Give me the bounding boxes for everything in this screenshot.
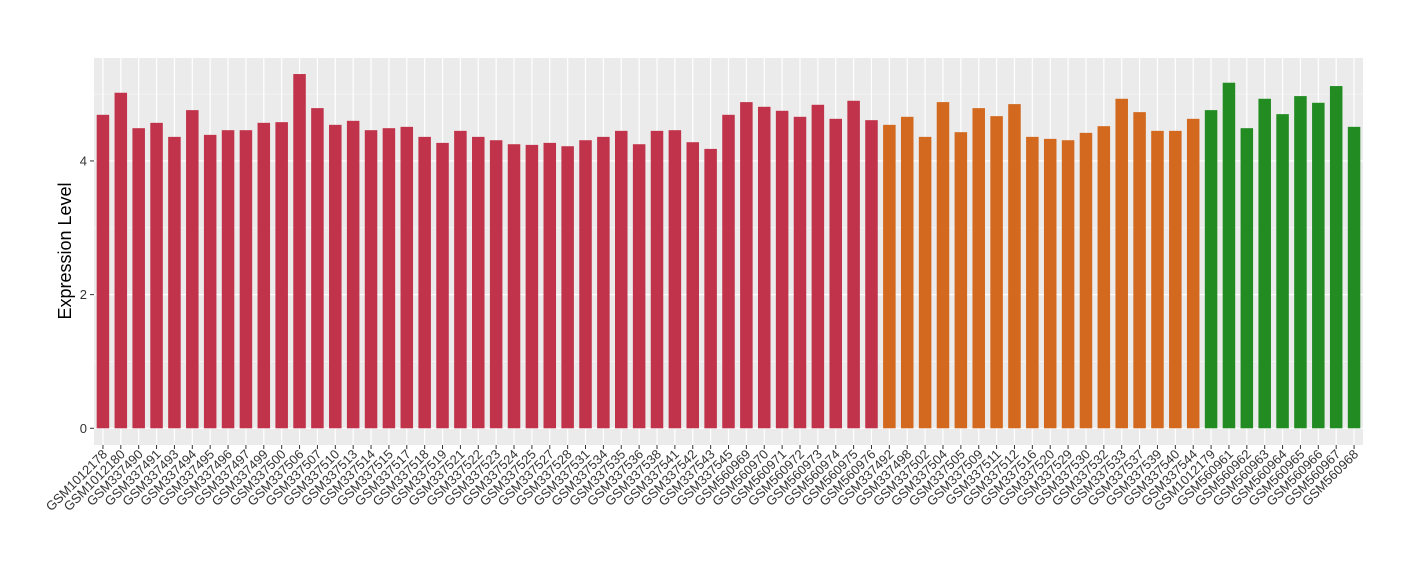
bar (221, 130, 235, 429)
bar (918, 136, 932, 429)
bar (525, 144, 539, 429)
bar (400, 126, 414, 429)
bar (561, 146, 574, 429)
bar (972, 108, 985, 429)
bar (1169, 130, 1182, 429)
bar (579, 140, 592, 429)
bar (203, 134, 217, 429)
bar (382, 128, 396, 429)
bar (597, 136, 610, 429)
bar (436, 142, 449, 429)
bar (275, 122, 288, 429)
bar (311, 108, 324, 429)
bar (1312, 102, 1325, 429)
bar (704, 148, 717, 429)
bar (1097, 126, 1111, 429)
bar (1026, 136, 1039, 429)
bar (1222, 82, 1236, 429)
bar (1347, 126, 1361, 429)
bar (1043, 138, 1057, 429)
bar (454, 130, 467, 429)
bar (793, 116, 807, 429)
bar (740, 102, 753, 429)
bar (1008, 104, 1021, 429)
y-tick-label: 0 (80, 421, 87, 436)
bar (900, 116, 914, 429)
bar (615, 130, 628, 429)
bar (686, 142, 700, 429)
bar (883, 124, 896, 429)
bar (650, 130, 664, 429)
bar (150, 122, 163, 429)
bar (1204, 110, 1218, 429)
bar (990, 116, 1003, 429)
bar (132, 128, 145, 429)
bar (1079, 132, 1093, 429)
bar (507, 144, 521, 429)
y-axis-label: Expression Level (55, 182, 75, 319)
bar (257, 122, 271, 429)
bar (489, 140, 503, 429)
bar (811, 104, 825, 429)
bar (1294, 96, 1307, 429)
bar (936, 102, 950, 429)
bar (668, 130, 682, 429)
bar (329, 124, 342, 429)
bar (1115, 98, 1128, 429)
bar (239, 130, 253, 429)
bar (364, 130, 378, 429)
bar (472, 136, 485, 429)
bar (168, 136, 181, 429)
bar (186, 110, 199, 429)
bar (1276, 114, 1289, 429)
bar (757, 106, 771, 429)
bar (1151, 130, 1164, 429)
bar (722, 114, 735, 429)
bar (775, 110, 789, 429)
bar (829, 118, 842, 429)
bar (1133, 112, 1146, 429)
bar (1061, 140, 1075, 429)
bar (543, 142, 557, 429)
y-tick-label: 4 (80, 153, 87, 168)
bar (632, 144, 646, 429)
bar (1186, 118, 1200, 429)
bar (847, 100, 860, 429)
bar (346, 120, 360, 429)
bar (1329, 86, 1343, 429)
bar (114, 92, 128, 429)
bar (1258, 98, 1271, 429)
y-tick-label: 2 (80, 287, 87, 302)
bar (954, 132, 968, 429)
bar (1240, 128, 1254, 429)
bar (293, 74, 306, 429)
bar (418, 136, 431, 429)
bar (96, 114, 110, 429)
bar (865, 120, 878, 429)
